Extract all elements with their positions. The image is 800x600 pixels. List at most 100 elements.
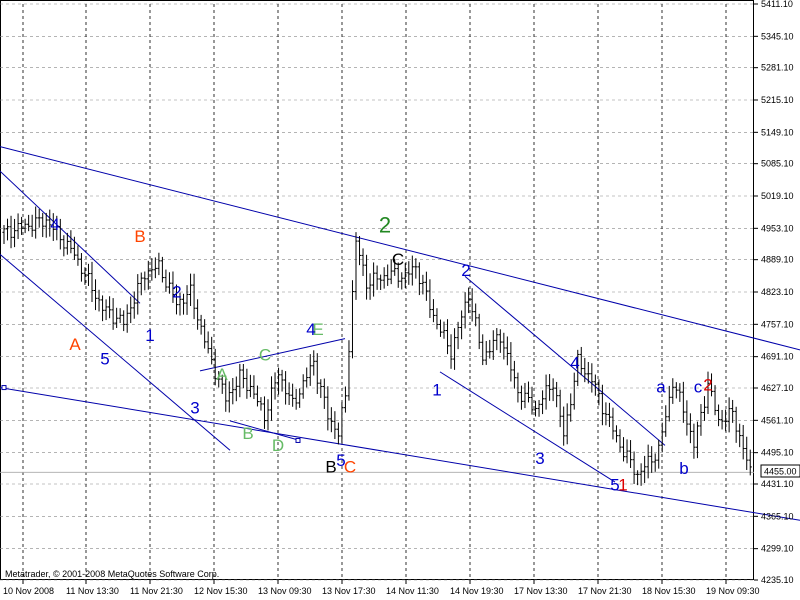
price-bar	[625, 439, 629, 464]
price-bar	[90, 261, 94, 303]
price-bar	[41, 212, 45, 238]
price-bar	[69, 230, 73, 254]
price-bar	[467, 287, 471, 314]
wave-label: 4	[50, 215, 59, 234]
price-bar	[410, 255, 414, 286]
price-bar	[526, 381, 531, 403]
price-bar	[512, 360, 516, 389]
price-bar	[498, 329, 502, 353]
wave-label: 2	[703, 375, 712, 394]
y-tick-label: 4299.10	[761, 544, 794, 554]
wave-label: 3	[190, 399, 199, 418]
price-bar	[709, 373, 714, 397]
current-price-marker: 4455.00	[760, 464, 800, 478]
price-bar	[312, 350, 316, 376]
price-bar	[136, 274, 140, 315]
price-bar	[93, 279, 98, 311]
wave-label: b	[679, 459, 688, 478]
price-bar	[456, 321, 460, 350]
x-tick-label: 10 Nov 2008	[3, 586, 54, 596]
y-tick-label: 5215.10	[761, 95, 794, 105]
price-bar	[231, 378, 235, 405]
wave-label: 5	[610, 475, 619, 494]
price-bar	[555, 381, 559, 408]
price-bar	[667, 385, 671, 422]
price-bar	[403, 263, 407, 288]
y-tick-label: 4235.10	[761, 575, 794, 585]
current-price-value: 4455.00	[764, 467, 797, 477]
price-bar	[276, 367, 281, 395]
price-bar	[322, 378, 326, 409]
wave-label: 2	[461, 261, 470, 280]
price-bar	[678, 383, 682, 402]
wave-label: A	[216, 365, 228, 384]
wave-label: 2	[172, 282, 181, 301]
price-bar	[51, 213, 55, 241]
price-bar	[593, 374, 597, 396]
price-bar	[12, 218, 17, 248]
price-bar	[519, 385, 524, 410]
y-tick-label: 4365.10	[761, 511, 794, 521]
price-bar	[245, 368, 249, 399]
price-bar	[357, 236, 362, 266]
x-tick-label: 12 Nov 15:30	[194, 586, 248, 596]
price-bar	[23, 218, 27, 234]
price-bar	[259, 397, 263, 411]
wave-label: B	[325, 457, 336, 476]
price-bar	[713, 385, 717, 416]
price-bar	[150, 258, 154, 281]
price-bar	[600, 384, 604, 426]
price-bar	[523, 382, 527, 409]
price-bar	[558, 389, 562, 428]
price-bar	[537, 400, 541, 417]
price-bar	[695, 421, 700, 459]
price-bar	[428, 279, 432, 318]
price-bar	[308, 354, 312, 386]
price-bar	[435, 308, 439, 330]
price-bar	[562, 406, 566, 446]
price-bar	[287, 382, 291, 406]
y-tick-label: 5085.10	[761, 159, 794, 169]
price-bar	[361, 248, 365, 277]
wave-label: C	[259, 346, 271, 365]
price-bar	[382, 267, 386, 289]
x-tick-label: 14 Nov 11:30	[386, 586, 439, 596]
price-bar	[400, 272, 404, 290]
price-bar	[643, 455, 647, 484]
price-bar	[576, 349, 580, 387]
price-bar	[129, 296, 133, 324]
price-bar	[83, 267, 87, 285]
price-bar	[632, 451, 636, 485]
price-bar	[688, 413, 692, 444]
price-bar	[115, 307, 119, 329]
x-tick-label: 17 Nov 21:30	[578, 586, 632, 596]
trendline	[0, 146, 800, 351]
price-bar	[255, 385, 260, 407]
price-bar	[108, 296, 112, 319]
price-bar	[27, 214, 31, 232]
price-bar	[417, 262, 421, 296]
grid	[0, 3, 754, 581]
x-tick-label: 17 Nov 13:30	[514, 586, 568, 596]
trendline	[0, 387, 800, 521]
price-bar	[699, 404, 703, 436]
price-bar	[569, 393, 573, 422]
price-bar	[731, 399, 735, 423]
trendline	[0, 253, 231, 451]
price-bar	[463, 292, 467, 329]
price-bar	[252, 375, 256, 400]
price-bar	[657, 439, 661, 469]
price-bar	[386, 264, 390, 286]
price-bar	[188, 273, 193, 307]
wave-label: B	[134, 227, 145, 246]
price-bar	[470, 288, 474, 322]
wave-label: 1	[145, 326, 154, 345]
price-bar	[438, 319, 443, 337]
price-bar	[347, 340, 351, 401]
price-bar	[692, 423, 696, 459]
price-bar	[540, 390, 545, 415]
price-bar	[5, 218, 10, 241]
wave-label: E	[312, 320, 323, 339]
price-bar	[340, 402, 344, 443]
plot-area-border	[0, 0, 754, 580]
